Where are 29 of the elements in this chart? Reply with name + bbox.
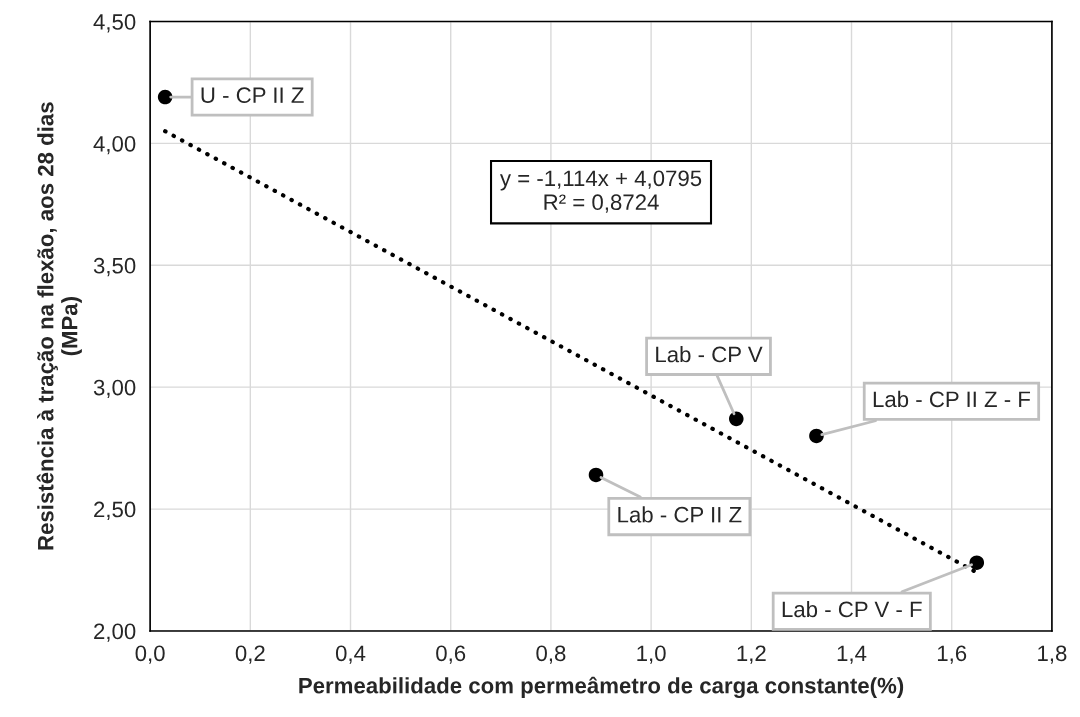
- y-tick-label: 4,00: [93, 135, 136, 155]
- annotation: Lab - CP II Z: [618, 506, 742, 523]
- point: [729, 411, 744, 427]
- x-tick-label: 1,2: [737, 645, 766, 664]
- y-axis-title: Resistência à tração na flexão, aos 28 dias (MPa): [36, 102, 82, 550]
- x-tick-label: 1,6: [937, 645, 967, 664]
- x-tick-label: 0,4: [335, 645, 366, 664]
- x-tick-label: 0,6: [436, 645, 466, 664]
- x-tick-label: 0,8: [536, 645, 566, 664]
- y-tick-label: 2,50: [94, 501, 136, 520]
- x-axis-title: Permeabilidade com permeâmetro de carga constante(%): [299, 676, 904, 698]
- annotation: Lab - CP V - F: [782, 600, 922, 618]
- annotation: Lab - CP II Z - F: [873, 390, 1031, 408]
- x-tick-label: 1,8: [1038, 645, 1067, 664]
- y-tick-label: 2,00: [94, 623, 136, 642]
- y-tick-label: 4,50: [93, 14, 136, 33]
- x-tick-label: 1,4: [837, 645, 867, 664]
- y-tick-label: 3,00: [93, 379, 136, 399]
- x-tick-label: 0,2: [235, 645, 265, 664]
- x-tick-label: 1,0: [637, 645, 666, 664]
- point: [969, 555, 985, 570]
- x-tick-label: 0,0: [135, 645, 165, 664]
- y-tick-label: 3,50: [93, 257, 136, 277]
- point: [157, 89, 173, 105]
- annotation: Lab - CP V: [656, 346, 763, 363]
- point: [809, 428, 824, 444]
- annotation: U - CP II Z: [201, 87, 304, 104]
- annotation: y = -1,114x + 4,0795 R² = 0,8724: [499, 170, 702, 213]
- point: [588, 467, 604, 483]
